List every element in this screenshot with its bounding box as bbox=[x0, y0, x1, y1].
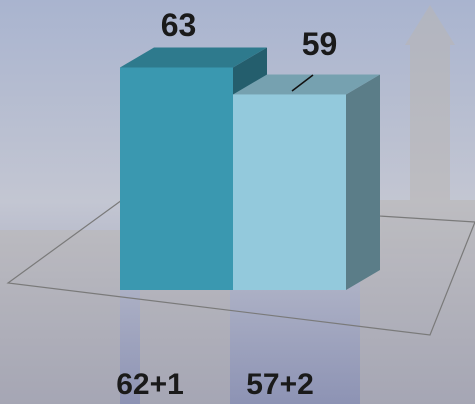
data-label: 59 bbox=[302, 26, 338, 62]
background-buildings bbox=[0, 5, 475, 404]
bar bbox=[120, 67, 233, 290]
bar bbox=[233, 94, 346, 290]
bar-top bbox=[233, 74, 380, 95]
floor bbox=[6, 199, 475, 336]
bar bbox=[233, 74, 380, 290]
bar-side bbox=[346, 74, 380, 290]
x-tick-label: 57+2 bbox=[246, 368, 314, 401]
leader-line bbox=[291, 74, 314, 92]
bars bbox=[120, 47, 380, 290]
bar-top bbox=[120, 47, 267, 68]
data-label: 63 bbox=[161, 7, 197, 43]
x-tick-label: 62+1 bbox=[116, 368, 184, 401]
